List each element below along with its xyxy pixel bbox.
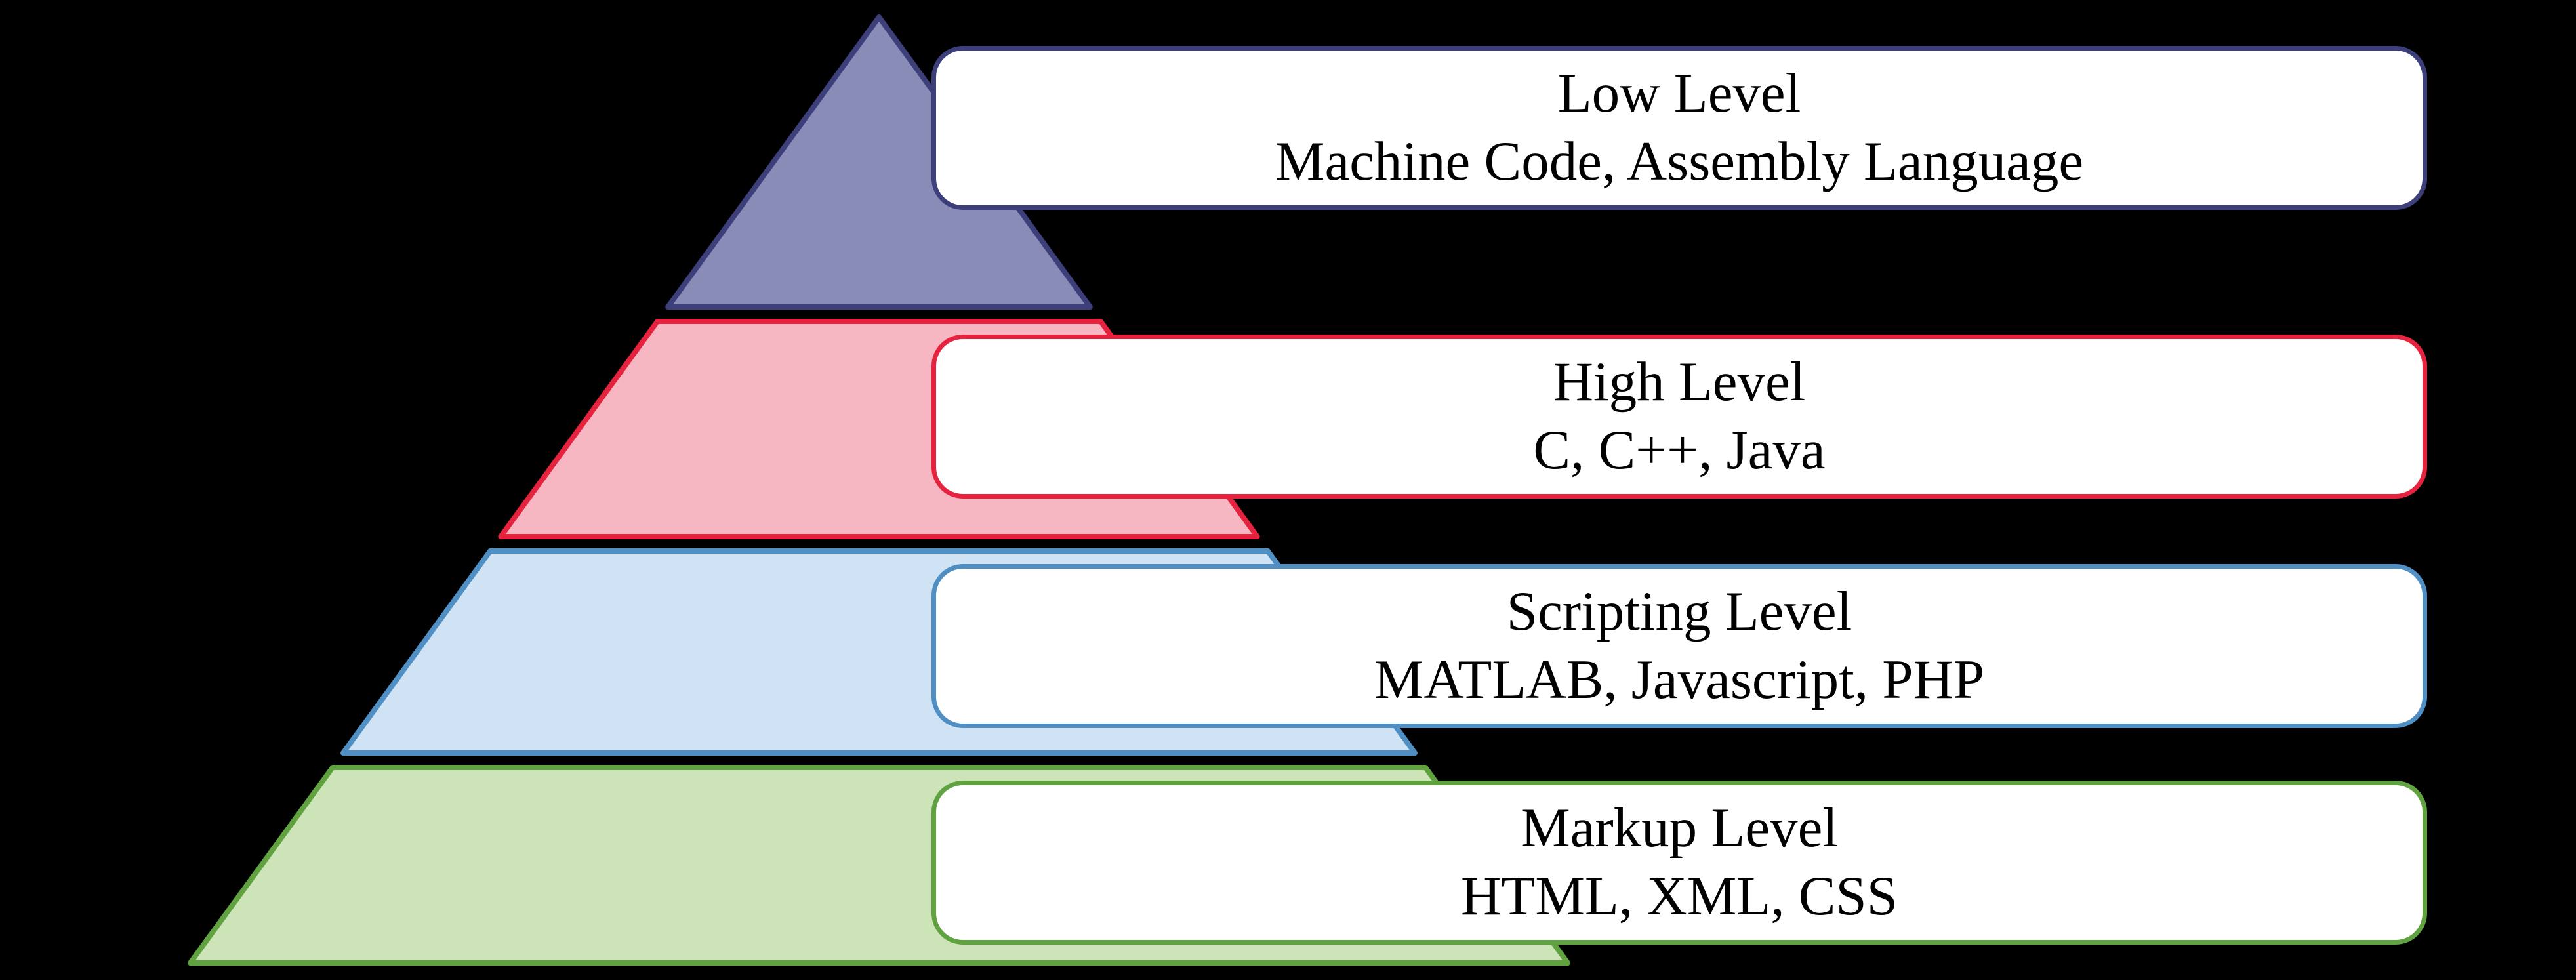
level-label-0: Low LevelMachine Code, Assembly Language (931, 46, 2427, 210)
level-title: Scripting Level (1507, 580, 1852, 644)
level-title: Markup Level (1521, 796, 1838, 861)
level-label-3: Markup LevelHTML, XML, CSS (931, 781, 2427, 945)
level-title: Low Level (1558, 62, 1801, 126)
level-subtitle: Machine Code, Assembly Language (1275, 130, 2083, 194)
level-label-2: Scripting LevelMATLAB, Javascript, PHP (931, 564, 2427, 728)
level-subtitle: MATLAB, Javascript, PHP (1374, 648, 1984, 712)
level-subtitle: C, C++, Java (1533, 419, 1825, 483)
level-title: High Level (1553, 350, 1806, 415)
level-label-1: High LevelC, C++, Java (931, 335, 2427, 499)
level-subtitle: HTML, XML, CSS (1461, 865, 1898, 929)
pyramid-diagram: Low LevelMachine Code, Assembly Language… (0, 0, 2576, 980)
